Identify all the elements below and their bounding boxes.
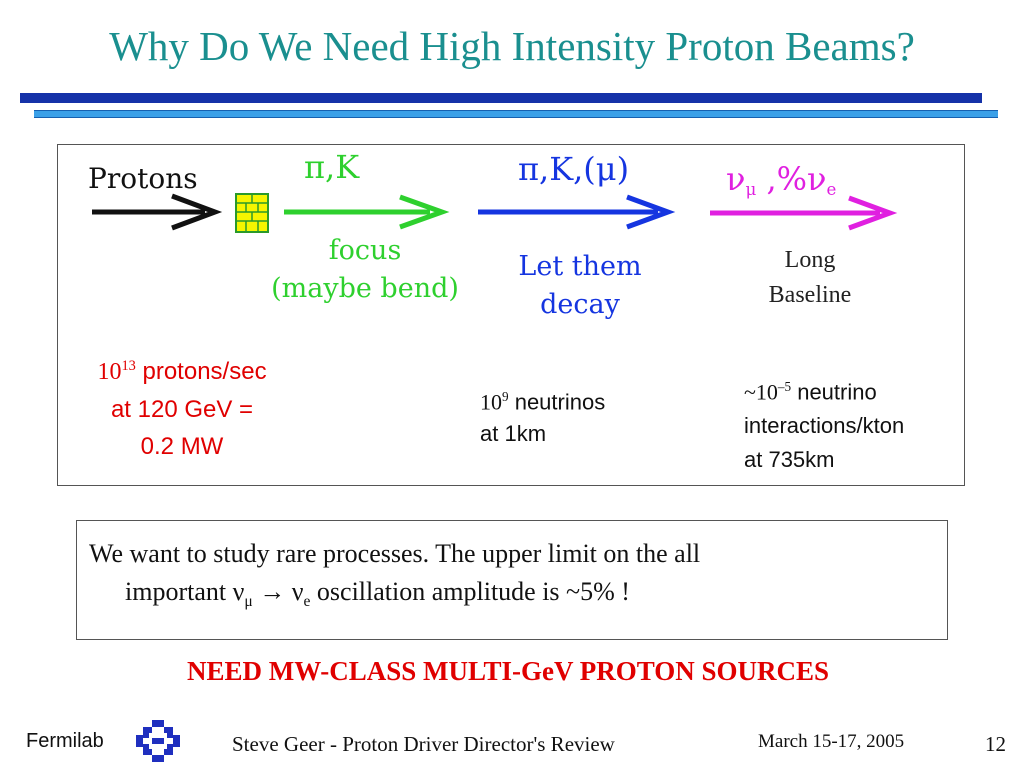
proton-rate-text: 1013 protons/sec at 120 GeV = 0.2 MW	[97, 358, 267, 460]
focus-label: focus (maybe bend)	[271, 235, 459, 304]
neutrino-label: νμ ,%νe	[726, 160, 837, 199]
beam-diagram-box	[57, 144, 965, 486]
statement-line-2: important νμ → νe oscillation amplitude …	[125, 577, 630, 611]
title-rule-dark	[20, 93, 982, 103]
footer-author: Steve Geer - Proton Driver Director's Re…	[232, 732, 615, 756]
statement-line-1: We want to study rare processes. The upp…	[89, 539, 701, 568]
proton-arrow	[92, 193, 223, 231]
footer-date: March 15-17, 2005	[758, 731, 905, 752]
pion-kaon-muon-label: π,K,(μ)	[518, 150, 630, 188]
fermilab-logo-icon	[136, 720, 180, 762]
neutrino-arrow	[710, 195, 898, 231]
slide-title: Why Do We Need High Intensity Proton Bea…	[109, 23, 915, 69]
pion-kaon-arrow	[284, 194, 450, 230]
neutrino-flux-text: 109 neutrinos at 1km	[480, 389, 606, 447]
interaction-rate-text: ~10–5 neutrino interactions/kton at 735k…	[744, 379, 905, 473]
long-baseline-label: Long Baseline	[768, 247, 852, 308]
title-rule-light	[34, 110, 998, 118]
protons-label: Protons	[88, 162, 198, 195]
conclusion-heading: NEED MW-CLASS MULTI-GeV PROTON SOURCES	[186, 656, 830, 686]
decay-arrow	[478, 194, 676, 230]
page-number: 12	[985, 732, 1006, 756]
decay-label: Let them decay	[518, 251, 642, 320]
statement-box: We want to study rare processes. The upp…	[76, 520, 948, 640]
target-brick-icon	[235, 193, 269, 233]
pion-kaon-label: π,K	[304, 148, 360, 186]
footer-org-name: Fermilab	[26, 730, 104, 752]
